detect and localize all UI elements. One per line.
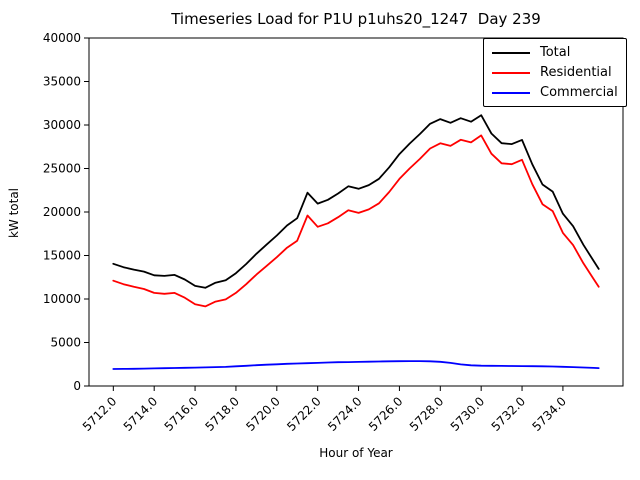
x-tick-label: 5734.0 xyxy=(529,394,569,434)
legend-label-commercial: Commercial xyxy=(540,85,618,100)
x-tick-label: 5732.0 xyxy=(489,394,529,434)
x-tick-label: 5714.0 xyxy=(121,394,161,434)
legend-item-residential: Residential xyxy=(492,63,618,83)
legend-label-residential: Residential xyxy=(540,65,612,80)
chart-title: Timeseries Load for P1U p1uhs20_1247 Day… xyxy=(171,10,541,28)
x-tick-label: 5720.0 xyxy=(243,394,283,434)
total-line-swatch xyxy=(492,52,530,54)
residential-line-swatch xyxy=(492,72,530,74)
y-tick-label: 5000 xyxy=(50,336,81,350)
x-tick-label: 5712.0 xyxy=(80,394,120,434)
series-line-residential xyxy=(112,134,600,308)
legend-item-commercial: Commercial xyxy=(492,83,618,103)
x-tick-label: 5718.0 xyxy=(202,394,242,434)
y-tick-label: 10000 xyxy=(43,292,81,306)
y-tick-label: 40000 xyxy=(43,31,81,45)
series-line-commercial xyxy=(112,360,600,370)
y-tick-label: 30000 xyxy=(43,118,81,132)
x-tick-label: 5730.0 xyxy=(448,394,488,434)
x-tick-label: 5728.0 xyxy=(407,394,447,434)
legend-item-total: Total xyxy=(492,43,618,63)
y-tick-label: 25000 xyxy=(43,162,81,176)
y-tick-label: 20000 xyxy=(43,205,81,219)
x-axis-label: Hour of Year xyxy=(319,446,393,460)
y-tick-label: 35000 xyxy=(43,75,81,89)
commercial-line-swatch xyxy=(492,92,530,94)
x-tick-label: 5724.0 xyxy=(325,394,365,434)
x-tick-label: 5716.0 xyxy=(162,394,202,434)
legend-label-total: Total xyxy=(540,45,571,60)
y-tick-label: 15000 xyxy=(43,249,81,263)
y-tick-label: 0 xyxy=(73,379,81,393)
x-tick-label: 5722.0 xyxy=(284,394,324,434)
legend: Total Residential Commercial xyxy=(483,38,627,107)
x-tick-label: 5726.0 xyxy=(366,394,406,434)
series-line-total xyxy=(112,114,600,289)
